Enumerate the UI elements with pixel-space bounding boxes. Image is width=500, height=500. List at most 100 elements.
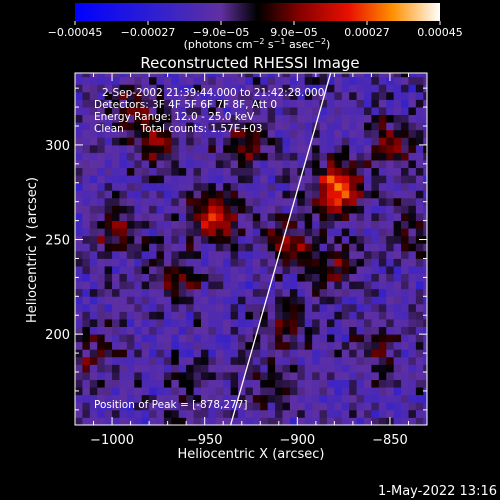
heatmap-pixel xyxy=(260,409,269,418)
heatmap-pixel xyxy=(230,84,239,93)
heatmap-pixel xyxy=(349,326,357,335)
heatmap-pixel xyxy=(163,311,172,320)
heatmap-pixel xyxy=(149,122,157,131)
heatmap-pixel xyxy=(275,243,283,252)
heatmap-pixel xyxy=(238,182,246,191)
heatmap-pixel xyxy=(89,76,98,85)
heatmap-pixel xyxy=(289,334,298,343)
heatmap-pixel xyxy=(119,144,128,153)
heatmap-pixel xyxy=(326,107,335,116)
heatmap-pixel xyxy=(171,409,180,418)
heatmap-pixel xyxy=(119,137,128,146)
heatmap-pixel xyxy=(245,84,254,93)
heatmap-pixel xyxy=(260,182,269,191)
heatmap-pixel xyxy=(245,182,254,191)
heatmap-pixel xyxy=(304,372,313,380)
heatmap-pixel xyxy=(193,356,202,365)
heatmap-pixel xyxy=(208,235,217,244)
heatmap-pixel xyxy=(364,379,372,388)
heatmap-pixel xyxy=(275,409,283,418)
heatmap-pixel xyxy=(393,190,402,199)
heatmap-pixel xyxy=(223,311,232,320)
heatmap-pixel xyxy=(267,250,276,259)
heatmap-pixel xyxy=(141,84,150,93)
heatmap-pixel xyxy=(141,273,150,282)
heatmap-pixel xyxy=(393,205,402,214)
heatmap-pixel xyxy=(75,372,83,380)
heatmap-pixel xyxy=(252,182,261,191)
heatmap-pixel xyxy=(415,167,424,176)
heatmap-pixel xyxy=(415,281,424,290)
heatmap-pixel xyxy=(401,250,409,259)
heatmap-pixel xyxy=(289,349,298,358)
heatmap-pixel xyxy=(230,167,239,176)
heatmap-pixel xyxy=(289,281,298,290)
heatmap-pixel xyxy=(319,394,328,403)
heatmap-pixel xyxy=(134,167,143,176)
heatmap-pixel xyxy=(245,144,254,153)
heatmap-pixel xyxy=(89,296,98,305)
heatmap-pixel xyxy=(378,258,387,267)
heatmap-pixel xyxy=(163,91,172,100)
heatmap-pixel xyxy=(386,387,395,396)
heatmap-pixel xyxy=(364,107,372,116)
heatmap-pixel xyxy=(82,364,91,373)
heatmap-pixel xyxy=(408,372,417,380)
heatmap-pixel xyxy=(408,220,417,229)
heatmap-pixel xyxy=(119,152,128,161)
heatmap-pixel xyxy=(260,213,269,222)
heatmap-pixel xyxy=(304,205,313,214)
heatmap-pixel xyxy=(156,213,165,222)
heatmap-pixel xyxy=(89,356,98,365)
heatmap-pixel xyxy=(171,205,180,214)
heatmap-pixel xyxy=(238,99,246,108)
heatmap-pixel xyxy=(230,220,239,229)
heatmap-pixel xyxy=(349,197,357,206)
heatmap-pixel xyxy=(364,144,372,153)
heatmap-pixel xyxy=(178,402,187,411)
heatmap-pixel xyxy=(245,296,254,305)
heatmap-pixel xyxy=(304,281,313,290)
heatmap-pixel xyxy=(208,334,217,343)
heatmap-pixel xyxy=(89,379,98,388)
colorbar-tick-label: −0.00027 xyxy=(121,26,176,39)
heatmap-pixel xyxy=(156,319,165,327)
heatmap-pixel xyxy=(312,303,320,312)
x-tick-label: −1000 xyxy=(90,433,134,448)
heatmap-pixel xyxy=(75,228,83,237)
heatmap-pixel xyxy=(371,409,380,418)
heatmap-pixel xyxy=(349,364,357,373)
heatmap-pixel xyxy=(171,296,180,305)
heatmap-pixel xyxy=(260,349,269,358)
heatmap-pixel xyxy=(393,364,402,373)
heatmap-pixel xyxy=(134,417,143,425)
heatmap-pixel xyxy=(312,356,320,365)
heatmap-pixel xyxy=(112,266,120,275)
heatmap-pixel xyxy=(401,114,409,123)
heatmap-pixel xyxy=(119,250,128,259)
heatmap-pixel xyxy=(386,228,395,237)
heatmap-pixel xyxy=(104,122,113,131)
heatmap-pixel xyxy=(319,99,328,108)
heatmap-pixel xyxy=(245,349,254,358)
heatmap-pixel xyxy=(297,137,306,146)
heatmap-pixel xyxy=(371,296,380,305)
heatmap-pixel xyxy=(245,228,254,237)
heatmap-pixel xyxy=(304,107,313,116)
heatmap-pixel xyxy=(97,303,106,312)
heatmap-pixel xyxy=(171,84,180,93)
heatmap-pixel xyxy=(326,311,335,320)
heatmap-pixel xyxy=(408,205,417,214)
heatmap-pixel xyxy=(326,250,335,259)
heatmap-pixel xyxy=(193,341,202,350)
heatmap-pixel xyxy=(378,243,387,252)
heatmap-pixel xyxy=(334,341,343,350)
heatmap-pixel xyxy=(178,129,187,138)
heatmap-pixel xyxy=(312,152,320,161)
heatmap-pixel xyxy=(208,372,217,380)
heatmap-pixel xyxy=(82,73,91,78)
heatmap-pixel xyxy=(171,266,180,275)
heatmap-pixel xyxy=(319,266,328,275)
heatmap-pixel xyxy=(186,311,194,320)
heatmap-pixel xyxy=(112,288,120,297)
